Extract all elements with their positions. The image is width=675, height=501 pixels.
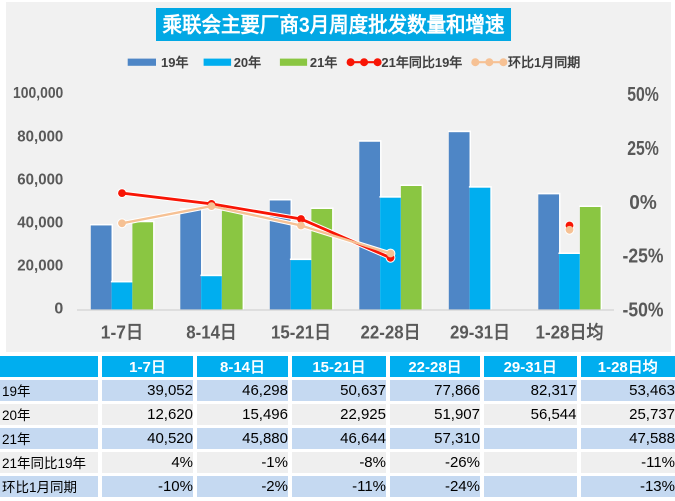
svg-text:15-21日: 15-21日 [271,323,331,343]
svg-text:80,000: 80,000 [17,128,63,145]
svg-text:环比1月同期: 环比1月同期 [508,55,580,70]
svg-text:60,000: 60,000 [17,171,63,188]
svg-text:21年: 21年 [310,55,337,70]
svg-text:1-28日均: 1-28日均 [536,322,604,343]
svg-text:20,000: 20,000 [17,258,63,275]
svg-text:50%: 50% [627,84,659,106]
svg-text:0: 0 [54,301,63,318]
svg-text:-25%: -25% [623,246,664,268]
svg-text:19年: 19年 [161,55,188,70]
svg-text:20年: 20年 [234,55,261,70]
svg-text:40,000: 40,000 [17,215,63,232]
svg-text:1-7日: 1-7日 [101,323,143,343]
svg-text:21年同比19年: 21年同比19年 [381,55,462,70]
svg-text:100,000: 100,000 [13,85,63,102]
svg-text:-50%: -50% [623,300,664,322]
svg-text:25%: 25% [627,138,659,160]
svg-text:乘联会主要厂商3月周度批发数量和增速: 乘联会主要厂商3月周度批发数量和增速 [162,13,505,37]
svg-text:29-31日: 29-31日 [450,323,510,343]
svg-text:0%: 0% [629,192,657,214]
svg-text:8-14日: 8-14日 [186,323,237,343]
svg-text:22-28日: 22-28日 [361,323,421,343]
